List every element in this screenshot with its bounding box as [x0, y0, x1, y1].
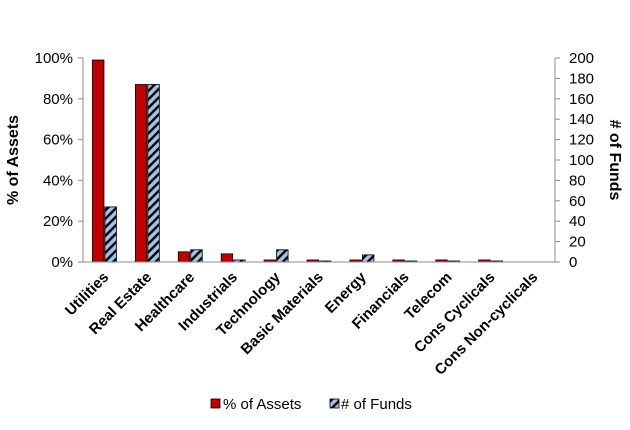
bars — [92, 59, 504, 263]
right-tick-label: 80 — [569, 172, 586, 189]
bar-funds-healthcare — [190, 249, 203, 263]
legend-label-funds: # of Funds — [341, 396, 412, 413]
right-tick-label: 140 — [569, 111, 594, 128]
right-tick-label: 200 — [569, 50, 594, 67]
left-axis-ticks: 0% 20% 40% 60% 80% 100% — [35, 50, 83, 271]
right-tick-label: 40 — [569, 213, 586, 230]
right-tick-label: 180 — [569, 70, 594, 87]
legend-label-assets: % of Assets — [223, 396, 301, 413]
right-tick-label: 120 — [569, 132, 594, 149]
right-tick-label: 100 — [569, 152, 594, 169]
bar-funds-real-estate — [147, 84, 160, 263]
bar-funds-energy — [362, 254, 375, 263]
left-tick-label: 80% — [43, 91, 73, 108]
bar-assets-healthcare — [177, 251, 191, 263]
right-axis-title: # of Funds — [606, 120, 623, 201]
bar-funds-utilities — [104, 206, 117, 263]
right-axis-ticks: 0 20 40 60 80 100 120 140 160 180 200 — [555, 50, 594, 271]
left-axis-title: % of Assets — [5, 115, 22, 205]
right-tick-label: 160 — [569, 91, 594, 108]
legend-swatch-funds — [329, 398, 340, 409]
bar-funds-technology — [276, 249, 289, 263]
axes — [82, 58, 556, 263]
right-tick-label: 0 — [569, 254, 577, 271]
legend: % of Assets # of Funds — [210, 396, 412, 413]
left-tick-label: 40% — [43, 172, 73, 189]
left-tick-label: 20% — [43, 213, 73, 230]
left-tick-label: 0% — [51, 254, 73, 271]
left-tick-label: 100% — [35, 50, 73, 67]
right-tick-label: 20 — [569, 234, 586, 251]
left-tick-label: 60% — [43, 132, 73, 149]
legend-swatch-assets — [210, 398, 221, 409]
right-tick-label: 60 — [569, 193, 586, 210]
bar-assets-utilities — [92, 59, 105, 263]
bar-assets-real-estate — [134, 84, 148, 263]
bar-assets-industrials — [220, 253, 234, 263]
